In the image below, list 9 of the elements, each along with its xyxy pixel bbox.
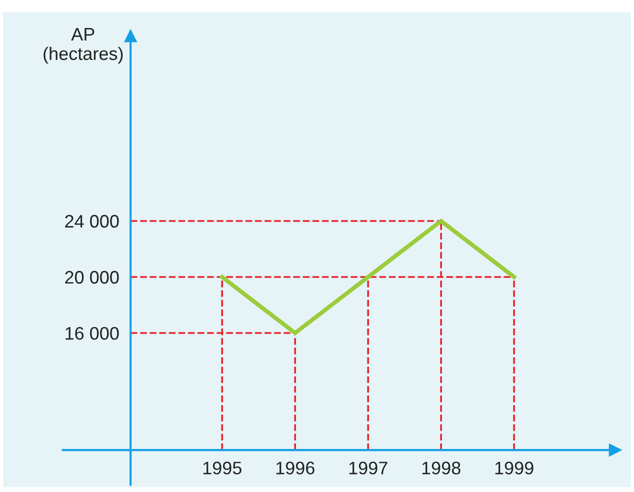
x-tick-label: 1996 [276,462,314,474]
x-tick-label: 1998 [422,462,460,474]
x-tick-label: 1999 [495,462,534,474]
y-axis-title: AP (hectares) [44,28,123,64]
x-tick-label: 1997 [349,462,388,474]
y-tick-label: 24 000 [65,214,119,228]
y-tick-label: 20 000 [65,270,119,284]
x-tick-label: 1995 [203,462,242,474]
y-tick-label: 16 000 [66,326,119,340]
